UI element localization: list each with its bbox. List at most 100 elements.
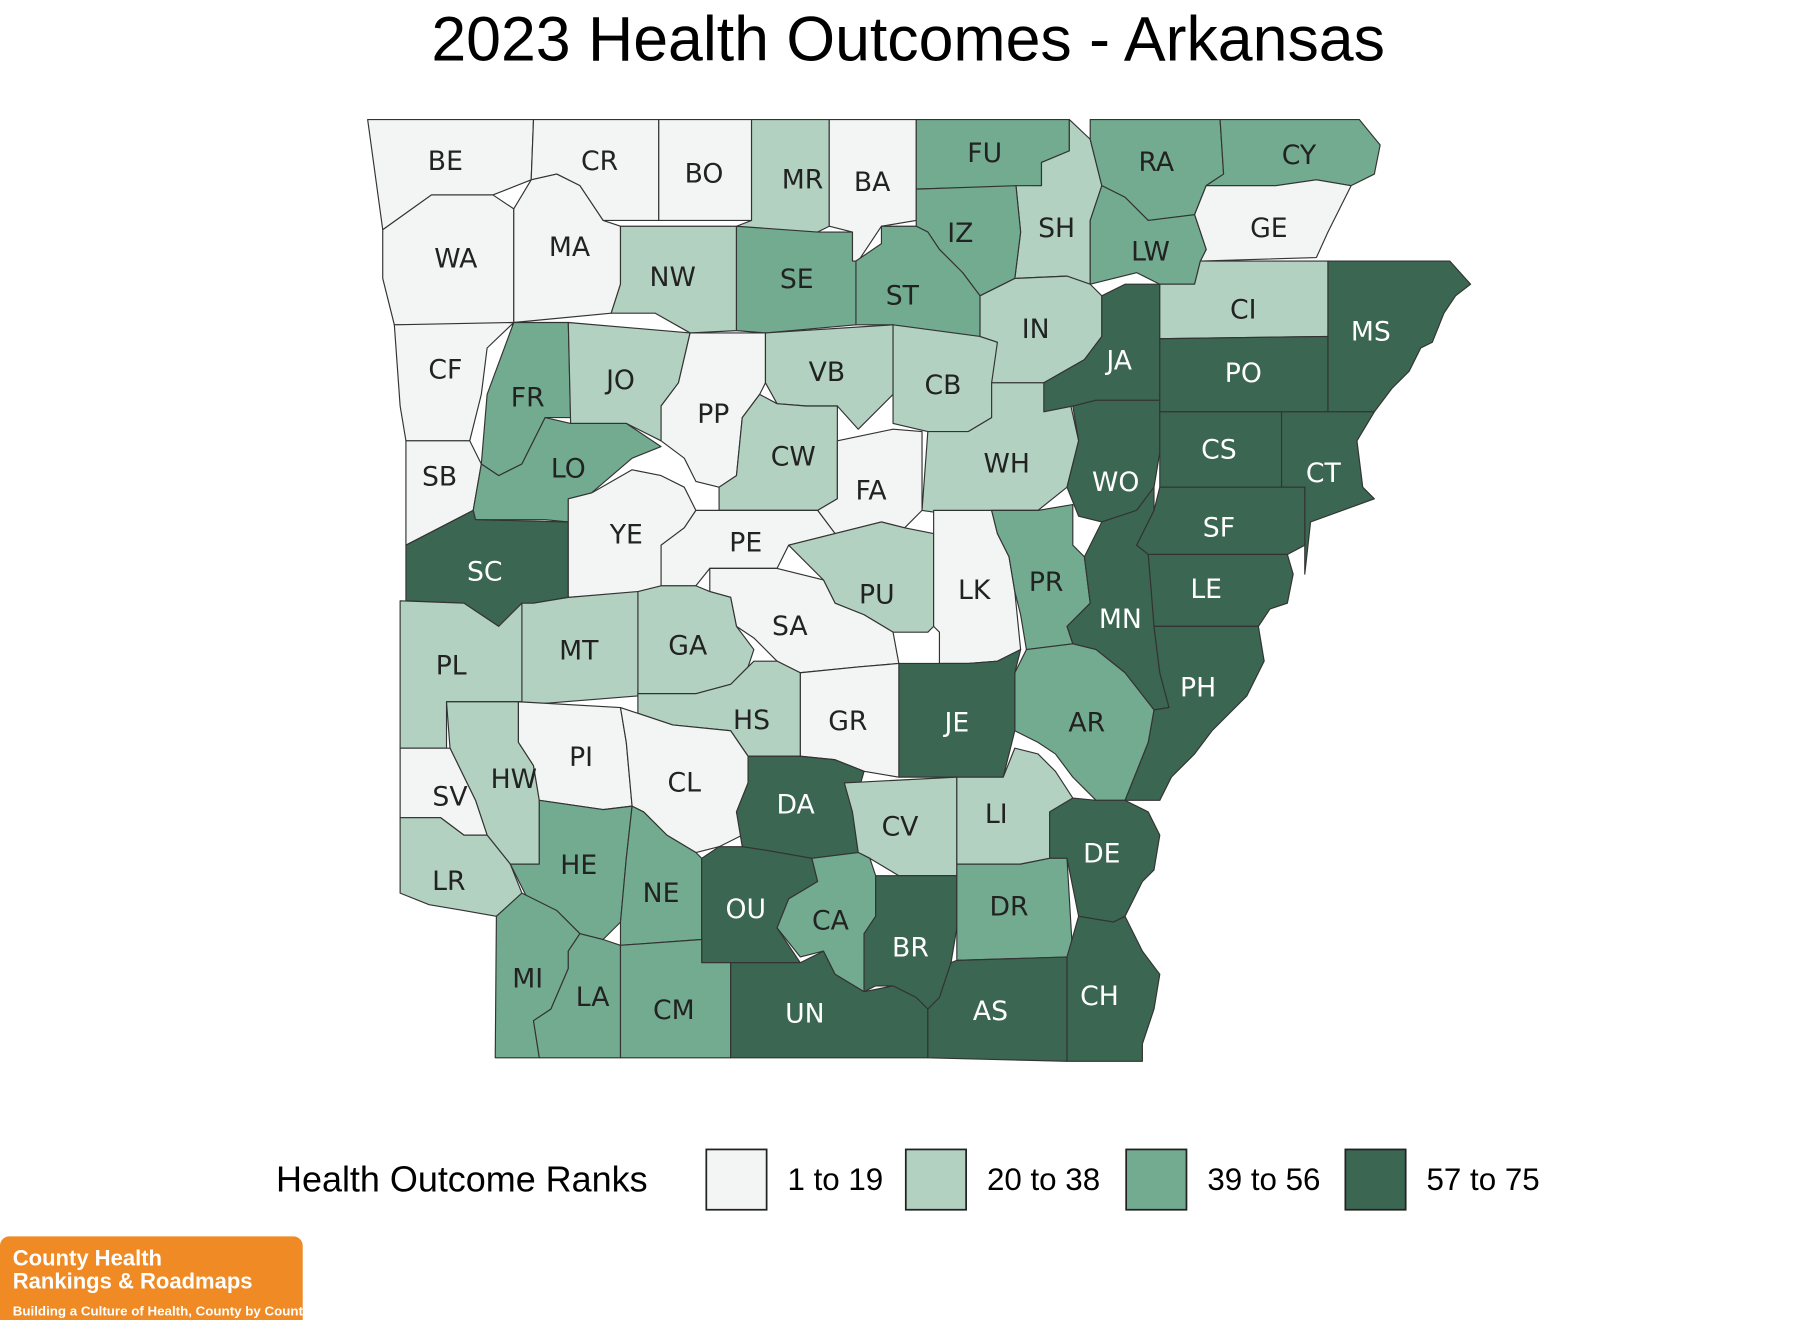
county (735, 225, 857, 334)
county-label: SV (432, 782, 468, 813)
county-label: AR (1068, 707, 1105, 738)
legend-label: 20 to 38 (987, 1162, 1100, 1197)
county-label: JA (1104, 345, 1132, 376)
county-label: IN (1022, 314, 1050, 345)
county-label: CL (668, 768, 702, 799)
county-label: MN (1099, 604, 1142, 635)
county-label: AS (973, 996, 1008, 1027)
county-label: RA (1138, 147, 1174, 178)
county-label: CI (1230, 294, 1256, 325)
county-layer: BE CR BO MR BA FU SH RA CY GE LW IZ ST WA MA NW SE CF FR JO… (367, 118, 1472, 1062)
county-label: PR (1029, 567, 1064, 598)
county (730, 950, 929, 1059)
county-label: CH (1080, 981, 1119, 1012)
county-label: ST (886, 280, 920, 311)
county-label: LK (958, 575, 992, 606)
county-label: CY (1282, 140, 1317, 171)
county-label: BO (685, 159, 724, 190)
county-label: WO (1092, 467, 1139, 498)
county-label: PH (1180, 672, 1216, 703)
logo-line: Rankings & Roadmaps (13, 1269, 253, 1294)
county-label: CV (882, 812, 920, 843)
county-label: MR (782, 165, 824, 196)
county-label: LR (432, 866, 465, 897)
county-label: VB (809, 357, 846, 388)
county-label: PL (436, 650, 467, 681)
county-label: GE (1250, 213, 1288, 244)
county-label: GA (668, 631, 708, 662)
county-label: HW (491, 764, 537, 795)
county-label: LW (1131, 236, 1170, 267)
county-label: BR (892, 932, 929, 963)
county-label: PO (1225, 358, 1262, 389)
county-label: PI (569, 742, 593, 773)
county-label: SH (1038, 213, 1075, 244)
county-label: CA (812, 906, 850, 937)
legend-swatch (705, 1148, 768, 1211)
county-label: CS (1201, 435, 1237, 466)
county-label: DE (1083, 838, 1120, 869)
county-label: CM (653, 995, 695, 1026)
legend-swatch (1344, 1148, 1407, 1211)
logo-tagline: Building a Culture of Health, County by … (13, 1303, 311, 1318)
county (1066, 915, 1161, 1062)
county-label: PU (859, 580, 895, 611)
county-label: CR (581, 146, 618, 177)
county-label: NE (643, 878, 680, 909)
county-label: MA (549, 232, 591, 263)
county-label: LA (576, 982, 610, 1013)
county-label: MI (512, 964, 543, 995)
county-label: JE (942, 707, 969, 738)
county-label: CW (771, 442, 816, 473)
county-label: SC (467, 557, 503, 588)
county-label: JO (604, 365, 635, 396)
legend-label: 39 to 56 (1207, 1162, 1320, 1197)
county-label: PP (697, 399, 729, 430)
county (393, 321, 515, 442)
county-label: GR (828, 706, 867, 737)
county-label: YE (609, 519, 643, 550)
county-label: HS (733, 705, 770, 736)
legend-label: 1 to 19 (788, 1162, 884, 1197)
county-label: SF (1203, 512, 1235, 543)
county-label: SE (780, 264, 814, 295)
county-label: LE (1190, 574, 1222, 605)
county-label: LO (551, 453, 586, 484)
county-label: DR (989, 892, 1028, 923)
county (1049, 797, 1161, 923)
legend-title: Health Outcome Ranks (276, 1158, 648, 1199)
county (927, 956, 1068, 1062)
county-label: MT (559, 635, 599, 666)
county-label: UN (785, 998, 824, 1029)
county-label: WA (434, 243, 478, 274)
legend-swatch (904, 1148, 967, 1211)
county-label: SA (772, 611, 808, 642)
legend-label: 57 to 75 (1427, 1162, 1540, 1197)
county-label: OU (725, 894, 766, 925)
county-label: SB (422, 461, 457, 492)
county-label: MS (1351, 316, 1391, 347)
county-label: BE (428, 146, 463, 177)
legend: 1 to 19 20 to 38 39 to 56 57 to 75 (705, 1148, 1540, 1211)
county-label: FA (855, 475, 887, 506)
legend-swatch (1125, 1148, 1188, 1211)
logo-line: County Health (13, 1245, 162, 1270)
county-label: NW (650, 262, 696, 293)
county-label: IZ (947, 218, 973, 249)
county-label: CB (924, 370, 961, 401)
county-label: PE (729, 528, 762, 559)
county-label: FU (967, 138, 1002, 169)
county-label: HE (560, 850, 597, 881)
county-label: DA (776, 790, 815, 821)
county (1327, 260, 1472, 413)
county-label: FR (511, 383, 545, 414)
logo-badge (0, 1236, 303, 1320)
county-label: CT (1306, 458, 1342, 489)
county (513, 173, 622, 324)
county-label: BA (854, 167, 891, 198)
county-label: CF (428, 355, 462, 386)
county (1124, 625, 1265, 801)
